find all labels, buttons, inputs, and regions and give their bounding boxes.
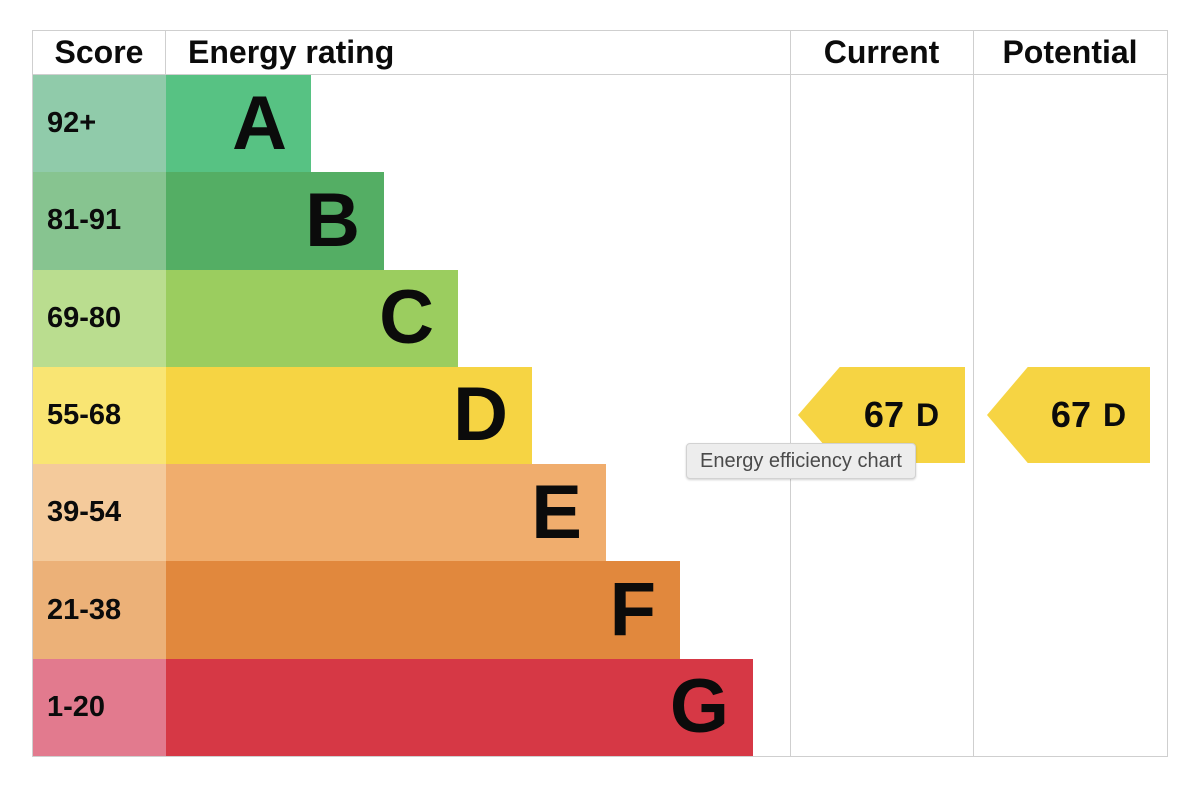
table-header-row: Score Energy rating Current Potential (33, 31, 1167, 75)
band-e-bar: E (166, 464, 606, 562)
band-f-score-range: 21-38 (33, 561, 166, 659)
band-f-letter: F (609, 567, 656, 653)
band-row-e: 39-54 E (33, 464, 1167, 562)
band-d-letter: D (453, 372, 508, 458)
band-row-b: 81-91 B (33, 172, 1167, 270)
potential-column-header: Potential (1002, 34, 1138, 70)
band-row-c: 69-80 C (33, 269, 1167, 367)
current-rating-score: 67 (863, 394, 904, 435)
band-c-score-range: 69-80 (33, 269, 166, 367)
band-row-d: 55-68 D (33, 366, 1167, 465)
band-a-letter: A (232, 80, 287, 166)
score-column-header: Score (33, 31, 166, 74)
band-row-f: 21-38 F (33, 561, 1167, 659)
band-e-score-range: 39-54 (33, 464, 166, 562)
potential-column-divider (973, 31, 974, 756)
band-f-bar: F (166, 561, 680, 659)
band-g-score-range: 1-20 (33, 658, 166, 756)
rating-bands: 92+ A 81-91 B 69-80 C 55-68 D (33, 75, 1167, 756)
band-d-bar: D (166, 366, 532, 465)
current-rating-letter: D (915, 396, 940, 433)
potential-rating-score: 67 (1050, 394, 1091, 435)
band-c-bar: C (166, 269, 458, 367)
band-g-letter: G (669, 664, 729, 750)
band-a-score-range: 92+ (33, 75, 166, 173)
epc-rating-table: Score Energy rating Current Potential 92… (32, 30, 1168, 757)
band-b-bar: B (166, 172, 384, 270)
hover-tooltip: Energy efficiency chart (686, 443, 916, 479)
band-a-bar: A (166, 75, 311, 173)
energy-rating-column-header: Energy rating (188, 34, 395, 70)
potential-rating-letter: D (1102, 396, 1127, 433)
band-d-score-range: 55-68 (33, 366, 166, 465)
band-row-a: 92+ A (33, 75, 1167, 173)
band-row-g: 1-20 G (33, 658, 1167, 756)
band-e-letter: E (531, 469, 582, 555)
band-g-bar: G (166, 658, 753, 756)
current-column-header: Current (823, 34, 940, 70)
potential-rating-arrow: 67 D (987, 367, 1150, 463)
band-b-score-range: 81-91 (33, 172, 166, 270)
band-c-letter: C (379, 275, 434, 361)
current-column-divider (790, 31, 791, 756)
band-b-letter: B (305, 177, 360, 263)
